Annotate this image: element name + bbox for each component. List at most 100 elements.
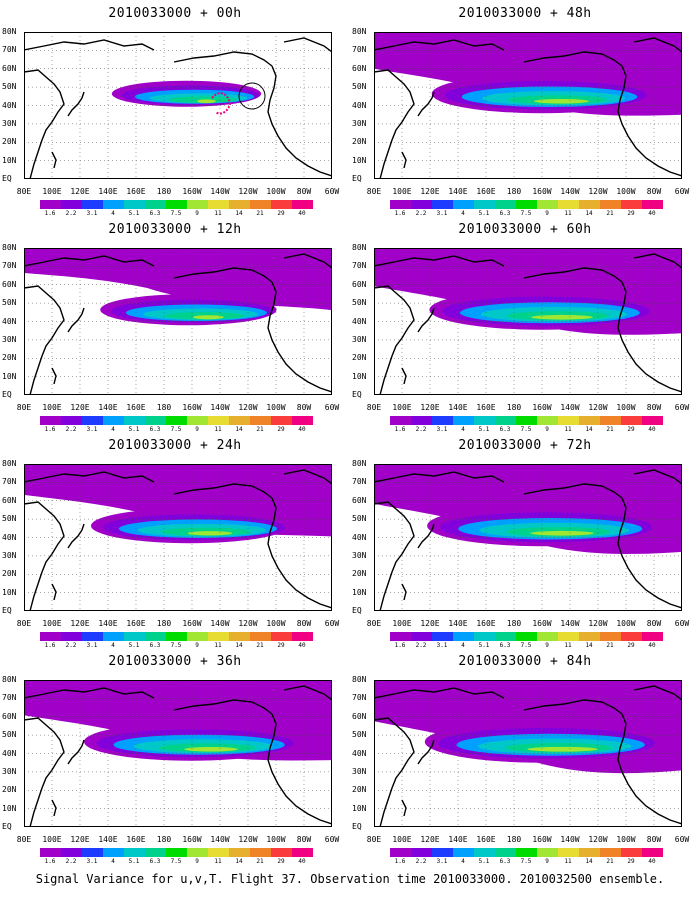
colorbar-swatch bbox=[642, 200, 663, 209]
lon-tick-label: 160E bbox=[126, 835, 146, 844]
colorbar-label: 5.1 bbox=[478, 426, 490, 433]
colorbar-label: 2.2 bbox=[65, 858, 77, 865]
lon-tick-label: 100E bbox=[42, 619, 62, 628]
colorbar-swatch bbox=[292, 848, 313, 857]
lon-tick-label: 140W bbox=[210, 403, 230, 412]
colorbar-swatch bbox=[40, 200, 61, 209]
colorbar-swatch bbox=[579, 416, 600, 425]
colorbar-swatch bbox=[453, 416, 474, 425]
colorbar-label: 5.1 bbox=[478, 858, 490, 865]
colorbar-label: 9 bbox=[195, 858, 199, 865]
colorbar-swatch bbox=[61, 416, 82, 425]
lon-tick-label: 180 bbox=[506, 187, 522, 196]
colorbar-swatch bbox=[103, 632, 124, 641]
coastline bbox=[173, 267, 273, 283]
coastline bbox=[374, 501, 415, 611]
coastline bbox=[173, 51, 273, 67]
colorbar-swatch bbox=[537, 632, 558, 641]
lon-tick-label: 80E bbox=[366, 835, 382, 844]
colorbar-swatch bbox=[474, 848, 495, 857]
colorbar-label: 3.1 bbox=[436, 858, 448, 865]
colorbar-label: 5.1 bbox=[478, 210, 490, 217]
lon-tick-label: 60W bbox=[674, 619, 690, 628]
lon-tick-label: 120W bbox=[588, 187, 608, 196]
colorbar-swatch bbox=[432, 416, 453, 425]
coastline bbox=[374, 471, 505, 483]
panel-title: 2010033000 + 72h bbox=[458, 438, 592, 453]
lon-tick-label: 140E bbox=[98, 619, 118, 628]
lat-tick-label: 70N bbox=[2, 477, 17, 487]
colorbar-swatch bbox=[250, 200, 271, 209]
colorbar-swatch bbox=[453, 200, 474, 209]
lon-tick-label: 140E bbox=[448, 619, 468, 628]
coastline bbox=[283, 253, 332, 269]
colorbar-label: 3.1 bbox=[436, 426, 448, 433]
coastline bbox=[173, 699, 273, 715]
lon-tick-label: 60W bbox=[324, 619, 340, 628]
lat-tick-label: 30N bbox=[2, 550, 17, 560]
lat-tick-label: 70N bbox=[2, 261, 17, 271]
colorbar-swatch bbox=[516, 416, 537, 425]
lat-tick-label: 40N bbox=[2, 100, 17, 110]
colorbar-swatch bbox=[208, 416, 229, 425]
lon-tick-label: 100W bbox=[616, 619, 636, 628]
lat-tick-label: 70N bbox=[352, 693, 367, 703]
colorbar-swatch bbox=[411, 848, 432, 857]
coastline bbox=[267, 65, 332, 177]
flight-track bbox=[211, 92, 232, 115]
lon-tick-label: 140E bbox=[98, 403, 118, 412]
lat-tick-label: 40N bbox=[352, 100, 367, 110]
lat-tick-label: 80N bbox=[352, 675, 367, 684]
lon-tick-label: 160E bbox=[476, 835, 496, 844]
colorbar-label: 5.1 bbox=[128, 210, 140, 217]
lat-tick-label: 20N bbox=[2, 785, 17, 795]
lon-tick-label: 140W bbox=[210, 619, 230, 628]
colorbar-swatch bbox=[558, 848, 579, 857]
colorbar-label: 4 bbox=[111, 210, 115, 217]
colorbar-swatch bbox=[208, 632, 229, 641]
colorbar-label: 3.1 bbox=[436, 210, 448, 217]
colorbar-label: 3.1 bbox=[86, 858, 98, 865]
colorbar-label: 5.1 bbox=[128, 858, 140, 865]
coastline bbox=[401, 367, 407, 385]
colorbar-label: 2.2 bbox=[65, 210, 77, 217]
colorbar-swatch bbox=[103, 200, 124, 209]
lon-tick-label: 80E bbox=[16, 835, 32, 844]
colorbar-label: 21 bbox=[256, 642, 264, 649]
lon-tick-label: 120E bbox=[70, 619, 90, 628]
lon-tick-label: 100E bbox=[392, 187, 412, 196]
colorbar bbox=[390, 200, 663, 209]
lon-tick-label: 120W bbox=[238, 619, 258, 628]
lon-tick-label: 140E bbox=[448, 835, 468, 844]
colorbar-label: 6.3 bbox=[499, 642, 511, 649]
colorbar-label: 1.6 bbox=[44, 642, 56, 649]
colorbar-label: 7.5 bbox=[520, 426, 532, 433]
colorbar-swatch bbox=[292, 632, 313, 641]
lat-tick-label: 10N bbox=[2, 803, 17, 813]
variance-map bbox=[374, 464, 682, 611]
lon-tick-label: 160W bbox=[182, 619, 202, 628]
colorbar-label: 11 bbox=[564, 210, 572, 217]
variance-map bbox=[24, 680, 332, 827]
colorbar-label: 1.6 bbox=[44, 210, 56, 217]
lat-tick-label: 50N bbox=[352, 298, 367, 308]
colorbar-label: 40 bbox=[648, 642, 656, 649]
colorbar-swatch bbox=[82, 632, 103, 641]
colorbar-label: 9 bbox=[195, 642, 199, 649]
lon-tick-label: 140W bbox=[560, 835, 580, 844]
colorbar-label: 14 bbox=[585, 858, 593, 865]
lat-tick-label: 70N bbox=[2, 693, 17, 703]
colorbar-swatch bbox=[145, 200, 166, 209]
lon-tick-label: 160E bbox=[476, 187, 496, 196]
variance-contour-level bbox=[534, 98, 589, 104]
colorbar-label: 40 bbox=[298, 642, 306, 649]
colorbar-label: 2.2 bbox=[415, 858, 427, 865]
colorbar-swatch bbox=[187, 200, 208, 209]
lon-tick-label: 160W bbox=[532, 619, 552, 628]
colorbar-swatch bbox=[621, 632, 642, 641]
lat-tick-label: 80N bbox=[2, 459, 17, 468]
lat-tick-label: 80N bbox=[352, 27, 367, 36]
lon-tick-label: 180 bbox=[506, 403, 522, 412]
colorbar-label: 14 bbox=[585, 426, 593, 433]
variance-contour-level bbox=[197, 99, 216, 104]
